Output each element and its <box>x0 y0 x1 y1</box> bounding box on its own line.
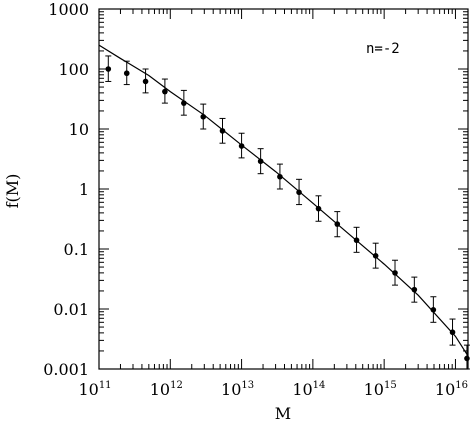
x-tick-label: 1015 <box>364 380 397 399</box>
x-tick-label: 1014 <box>292 380 325 399</box>
data-point <box>238 143 245 149</box>
data-point <box>296 189 302 196</box>
plot-frame <box>98 8 469 370</box>
data-point <box>200 113 207 120</box>
data-point-group <box>200 103 207 130</box>
data-point <box>392 270 398 276</box>
data-point-group <box>372 242 379 269</box>
data-point <box>430 306 437 313</box>
y-tick-label: 0.1 <box>64 240 89 259</box>
data-point <box>464 355 470 362</box>
data-point-group <box>463 344 470 370</box>
x-tick-label: 1011 <box>78 380 111 399</box>
data-point-group <box>411 276 418 303</box>
x-tick-label: 1012 <box>150 380 183 399</box>
y-tick-label: 0.01 <box>53 300 89 319</box>
x-tick-label: 1016 <box>435 380 468 399</box>
data-point-group <box>449 318 456 346</box>
y-tick-label: 1000 <box>48 0 89 19</box>
y-axis-label: f(M) <box>3 174 22 209</box>
y-tick-label: 0.001 <box>43 360 89 379</box>
data-point <box>219 128 226 134</box>
data-point-group <box>257 148 264 175</box>
data-point-group <box>276 163 283 190</box>
data-point-group <box>392 259 399 286</box>
x-tick-label: 1013 <box>221 380 254 399</box>
model-curve <box>98 44 469 357</box>
data-point <box>411 286 418 293</box>
data-point-group <box>334 211 341 238</box>
data-point <box>372 253 379 259</box>
data-point <box>181 100 187 106</box>
data-point <box>105 66 112 72</box>
data-point-group <box>315 195 322 222</box>
data-point <box>257 158 264 165</box>
annotation-label: n=-2 <box>366 41 400 57</box>
data-point-group <box>105 55 112 82</box>
data-point-group <box>296 178 303 206</box>
data-point-group <box>430 296 437 323</box>
data-point-group <box>123 60 130 86</box>
y-tick-label: 1 <box>79 180 89 199</box>
data-point-group <box>219 117 226 144</box>
x-axis-label: M <box>275 404 291 423</box>
y-tick-label: 10 <box>69 120 89 139</box>
data-point <box>334 221 341 227</box>
axis-tick-labels: 1011 1012 1013 1014 1015 1016 0.001 0.01 0.1 1 10 1… <box>43 0 468 399</box>
data-point-group <box>238 132 245 159</box>
data-point-group <box>161 78 168 104</box>
data-point <box>449 329 456 336</box>
data-point <box>353 237 360 244</box>
data-point <box>123 70 130 77</box>
data-point-group <box>142 68 149 94</box>
data-point <box>142 78 149 85</box>
data-point-group <box>180 89 187 116</box>
y-tick-label: 100 <box>58 60 89 79</box>
data-point <box>277 173 283 180</box>
data-points <box>105 55 470 370</box>
data-point-group <box>353 226 360 253</box>
data-point <box>315 205 322 212</box>
axis-ticks <box>98 8 468 370</box>
data-point <box>162 88 168 95</box>
